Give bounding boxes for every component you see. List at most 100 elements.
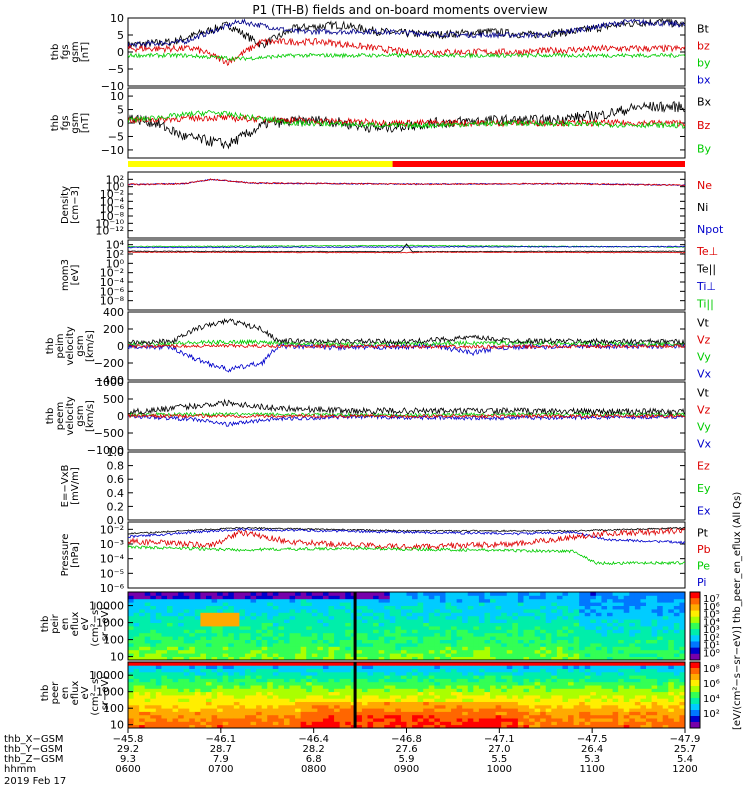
- spectrogram-cell: [657, 708, 664, 712]
- spectrogram-cell: [161, 595, 168, 600]
- spectrogram-cell: [155, 691, 162, 696]
- y-axis-label: E=−VxB[mV/m]: [60, 465, 81, 508]
- spectrogram-cell: [267, 612, 274, 617]
- spectrogram-cell: [523, 724, 530, 729]
- spectrogram-cell: [339, 671, 346, 676]
- spectrogram-cell: [317, 602, 324, 606]
- spectrogram-cell: [205, 639, 212, 644]
- spectrogram-cell: [523, 605, 530, 610]
- spectrogram-cell: [456, 629, 463, 634]
- spectrogram-cell: [317, 643, 324, 647]
- spectrogram-cell: [529, 626, 536, 630]
- spectrogram-cell: [657, 718, 664, 722]
- spectrogram-cell: [590, 714, 597, 719]
- spectrogram-cell: [250, 619, 257, 623]
- spectrogram-cell: [556, 656, 563, 661]
- spectrogram-cell: [668, 629, 675, 634]
- spectrogram-cell: [205, 619, 212, 623]
- spectrogram-cell: [662, 629, 669, 634]
- spectrogram-cell: [161, 653, 168, 657]
- spectrogram-cell: [545, 721, 552, 726]
- spectrogram-cell: [646, 602, 652, 606]
- spectrogram-cell: [501, 721, 508, 726]
- spectrogram-cell: [172, 708, 179, 712]
- spectrogram-cell: [428, 711, 435, 716]
- spectrogram-cell: [395, 643, 402, 647]
- spectrogram-cell: [311, 595, 318, 600]
- spectrogram-cell: [322, 595, 329, 600]
- spectrogram-cell: [651, 632, 658, 637]
- spectrogram-cell: [361, 592, 368, 596]
- y-tick-label: 10⁻⁴: [100, 195, 125, 208]
- spectrogram-cell: [139, 598, 146, 603]
- spectrogram-cell: [562, 636, 569, 640]
- spectrogram-cell: [495, 629, 502, 634]
- spectrogram-cell: [529, 595, 536, 600]
- spectrogram-cell: [640, 653, 647, 657]
- spectrogram-cell: [584, 619, 591, 623]
- spectrogram-cell: [439, 632, 446, 637]
- spectrogram-cell: [607, 701, 613, 706]
- spectrogram-cell: [378, 632, 385, 637]
- spectrogram-cell: [662, 636, 669, 640]
- spectrogram-cell: [428, 662, 435, 666]
- spectrogram-cell: [139, 643, 146, 647]
- colorbar-cell: [690, 662, 700, 669]
- spectrogram-cell: [679, 711, 686, 716]
- spectrogram-cell: [166, 695, 173, 699]
- spectrogram-cell: [607, 711, 613, 716]
- spectrogram-cell: [150, 602, 157, 606]
- spectrogram-cell: [400, 646, 407, 651]
- spectrogram-cell: [501, 671, 508, 676]
- spectrogram-cell: [445, 598, 452, 603]
- spectrogram-cell: [256, 609, 263, 613]
- spectrogram-cell: [512, 695, 519, 699]
- spectrogram-cell: [512, 665, 519, 669]
- spectrogram-cell: [612, 665, 619, 669]
- spectrogram-cell: [244, 708, 251, 712]
- spectrogram-cell: [256, 695, 263, 699]
- spectrogram-cell: [239, 643, 246, 647]
- spectrogram-cell: [300, 609, 307, 613]
- y-axis-label: thbpeemvelocitygsm[km/s]: [45, 396, 96, 435]
- spectrogram-cell: [512, 675, 519, 679]
- spectrogram-cell: [328, 681, 335, 686]
- spectrogram-cell: [445, 626, 452, 630]
- y-tick-label: 1.0: [107, 446, 125, 459]
- spectrogram-cell: [506, 685, 513, 689]
- spectrogram-cell: [484, 646, 491, 651]
- spectrogram-cell: [423, 662, 430, 666]
- spectrogram-cell: [272, 662, 279, 666]
- spectrogram-cell: [300, 675, 307, 679]
- spectrogram-cell: [612, 595, 619, 600]
- spectrogram-cell: [322, 698, 329, 702]
- spectrogram-cell: [334, 615, 341, 620]
- spectrogram-cell: [217, 653, 224, 657]
- spectrogram-cell: [590, 678, 597, 683]
- y-tick-label: 0: [117, 117, 124, 130]
- x-tick-label: 5.9: [399, 754, 415, 765]
- panel-ve: 10005000−500−1000thbpeemvelocitygsm[km/s…: [45, 376, 712, 457]
- spectrogram-cell: [306, 718, 313, 722]
- spectrogram-cell: [239, 685, 246, 689]
- spectrogram-cell: [523, 636, 530, 640]
- spectrogram-cell: [166, 653, 173, 657]
- spectrogram-cell: [428, 612, 435, 617]
- spectrogram-cell: [673, 724, 680, 729]
- spectrogram-cell: [668, 685, 675, 689]
- spectrogram-cell: [584, 681, 591, 686]
- spectrogram-cell: [445, 708, 452, 712]
- spectrogram-cell: [501, 711, 508, 716]
- spectrogram-cell: [523, 681, 530, 686]
- spectrogram-cell: [233, 704, 240, 709]
- spectrogram-cell: [239, 656, 246, 661]
- spectrogram-cell: [345, 646, 352, 651]
- spectrogram-cell: [467, 619, 474, 623]
- spectrogram-cell: [406, 615, 413, 620]
- spectrogram-cell: [579, 698, 586, 702]
- spectrogram-cell: [501, 708, 508, 712]
- spectrogram-cell: [423, 626, 430, 630]
- series-pi: [128, 527, 685, 545]
- spectrogram-cell: [256, 653, 263, 657]
- spectrogram-cell: [211, 721, 218, 726]
